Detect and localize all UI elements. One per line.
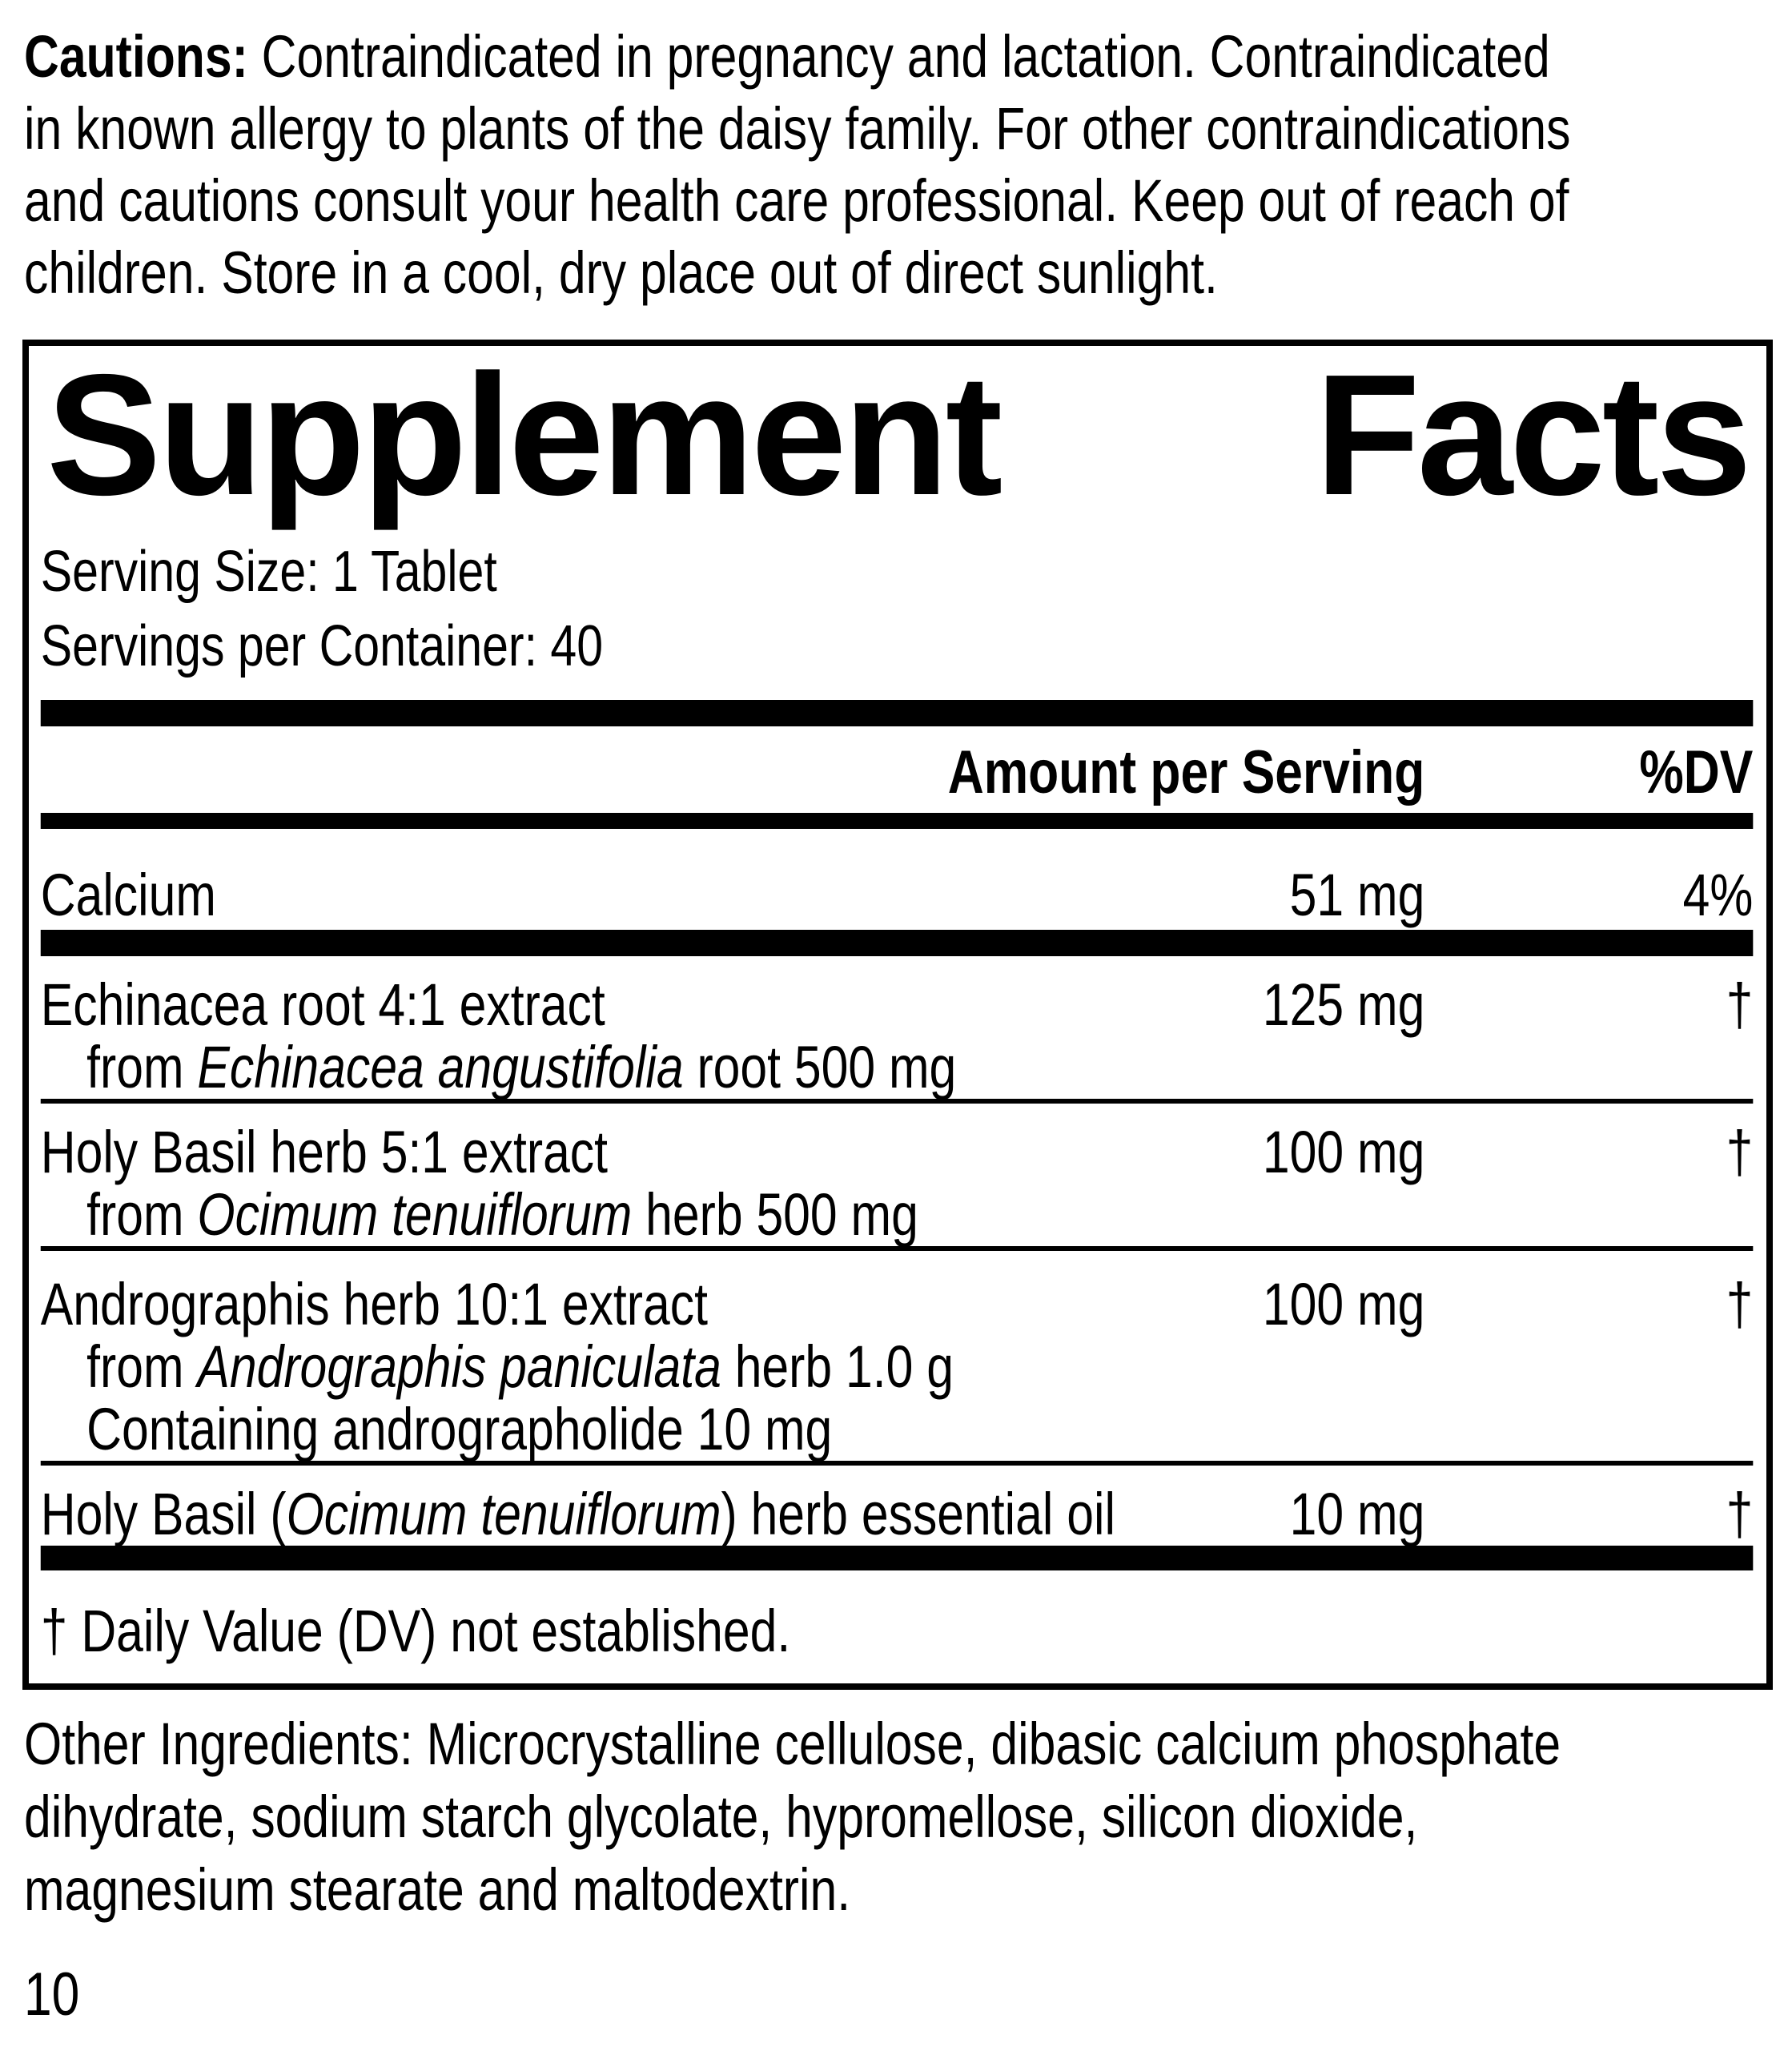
text-line: children. Store in a cool, dry place out… [24, 237, 1784, 309]
thin-rule [40, 1246, 1754, 1251]
ingredient-source-line: Containing andrographolide 10 mg [41, 1398, 1754, 1461]
text-segment: and cautions consult your health care pr… [24, 167, 1569, 234]
serving-size-line: Serving Size: 1 Tablet [40, 540, 497, 604]
table-header-row: Amount per Serving %DV [41, 726, 1754, 813]
ingredient-amount: 10 mg [1289, 1481, 1425, 1547]
ingredient-amount: 125 mg [1262, 971, 1425, 1038]
ingredient-main-line: Echinacea root 4:1 extract 125 mg † [41, 974, 1754, 1036]
thick-rule-bottom [40, 1546, 1754, 1570]
table-header-percent-dv: %DV [1639, 738, 1754, 806]
panel-body: Serving Size: 1 Tablet Servings per Cont… [29, 535, 1765, 1663]
thick-rule [40, 930, 1754, 956]
latin-name: Ocimum tenuiflorum [286, 1481, 721, 1547]
ingredient-name: Calcium [41, 864, 834, 927]
thick-rule-top [40, 700, 1754, 726]
text-segment: root 500 mg [683, 1034, 957, 1100]
text-line: dihydrate, sodium starch glycolate, hypr… [24, 1783, 1418, 1850]
ingredient-dv: † [1726, 1271, 1754, 1337]
text-segment: Calcium [40, 862, 216, 928]
text-segment: Cautions: [24, 23, 262, 90]
text-segment: from [86, 1333, 198, 1400]
cautions-paragraph: Cautions: Contraindicated in pregnancy a… [24, 21, 1784, 309]
thin-rule [40, 1461, 1754, 1466]
table-row: Holy Basil herb 5:1 extract 100 mg † from O… [41, 1104, 1754, 1246]
other-ingredients-paragraph: Other Ingredients: Microcrystalline cell… [24, 1707, 1784, 1926]
ingredient-dv: † [1726, 971, 1754, 1038]
text-line: and cautions consult your health care pr… [24, 165, 1784, 237]
ingredient-source-line: from Ocimum tenuiflorum herb 500 mg [41, 1184, 1754, 1246]
ingredient-main-line: Holy Basil herb 5:1 extract 100 mg † [41, 1121, 1754, 1184]
daily-value-footnote: † Daily Value (DV) not established. [40, 1598, 791, 1664]
table-row: Holy Basil (Ocimum tenuiflorum) herb ess… [41, 1466, 1754, 1546]
panel-title: Supplement Facts [29, 346, 1766, 522]
table-row: Echinacea root 4:1 extract 125 mg † from Ec… [41, 956, 1754, 1099]
text-segment: Echinacea root 4:1 extract [40, 971, 605, 1038]
thick-rule-under-header [40, 813, 1754, 829]
text-line: in known allergy to plants of the daisy … [24, 93, 1784, 165]
panel-title-word-supplement: Supplement [46, 340, 1002, 531]
text-segment: in known allergy to plants of the daisy … [24, 95, 1571, 162]
text-segment: children. Store in a cool, dry place out… [24, 239, 1218, 306]
serving-block: Serving Size: 1 Tablet Servings per Cont… [41, 535, 1754, 684]
text-segment: herb 500 mg [632, 1181, 918, 1248]
supplement-facts-panel: Supplement Facts Serving Size: 1 Tablet … [22, 340, 1773, 1690]
text-segment: Holy Basil ( [40, 1481, 287, 1547]
text-segment: herb 1.0 g [721, 1333, 954, 1400]
text-segment: Holy Basil herb 5:1 extract [40, 1119, 609, 1185]
text-segment: Containing andrographolide 10 mg [86, 1396, 833, 1462]
text-line: Other Ingredients: Microcrystalline cell… [24, 1711, 1561, 1777]
latin-name: Echinacea angustifolia [197, 1034, 684, 1100]
ingredient-name: Andrographis herb 10:1 extract [41, 1273, 834, 1336]
text-segment: ) herb essential oil [721, 1481, 1115, 1547]
ingredient-name: Holy Basil herb 5:1 extract [41, 1121, 834, 1184]
ingredient-source-line: from Andrographis paniculata herb 1.0 g [41, 1336, 1754, 1398]
text-segment: from [86, 1034, 198, 1100]
ingredient-name: Holy Basil (Ocimum tenuiflorum) herb ess… [40, 1481, 1115, 1547]
ingredient-amount: 100 mg [1262, 1119, 1425, 1185]
ingredient-dv: † [1726, 1119, 1754, 1185]
thin-rule [40, 1099, 1754, 1104]
ingredient-source-line: from Echinacea angustifolia root 500 mg [41, 1036, 1754, 1099]
ingredient-dv: † [1726, 1481, 1754, 1547]
text-segment: Andrographis herb 10:1 extract [40, 1271, 708, 1337]
servings-per-container-line: Servings per Container: 40 [40, 614, 604, 678]
ingredient-amount: 51 mg [1289, 862, 1425, 928]
text-line: magnesium stearate and maltodextrin. [24, 1856, 851, 1923]
latin-name: Andrographis paniculata [197, 1333, 721, 1400]
table-rows: Calcium 51 mg 4% Echinacea root 4:1 extract… [40, 829, 1754, 1570]
text-segment: Contraindicated in pregnancy and lactati… [261, 23, 1550, 90]
ingredient-dv: 4% [1682, 862, 1754, 928]
text-line: Cautions: Contraindicated in pregnancy a… [24, 21, 1784, 93]
page-number: 10 [24, 1960, 80, 2029]
table-row: Calcium 51 mg 4% [41, 829, 1754, 930]
latin-name: Ocimum tenuiflorum [197, 1181, 633, 1248]
supplement-label-page: { "colors": { "text": "#000000", "backgr… [0, 21, 1792, 2071]
ingredient-main-line: Andrographis herb 10:1 extract 100 mg † [41, 1273, 1754, 1336]
table-header-amount-per-serving: Amount per Serving [947, 738, 1425, 806]
ingredient-name: Echinacea root 4:1 extract [41, 974, 834, 1036]
panel-title-word-facts: Facts [1315, 340, 1752, 531]
ingredient-main-line: Holy Basil (Ocimum tenuiflorum) herb ess… [41, 1483, 1754, 1546]
ingredient-amount: 100 mg [1262, 1271, 1425, 1337]
text-segment: from [86, 1181, 198, 1248]
table-row: Andrographis herb 10:1 extract 100 mg † fro… [41, 1251, 1754, 1461]
ingredient-main-line: Calcium 51 mg 4% [41, 864, 1754, 927]
